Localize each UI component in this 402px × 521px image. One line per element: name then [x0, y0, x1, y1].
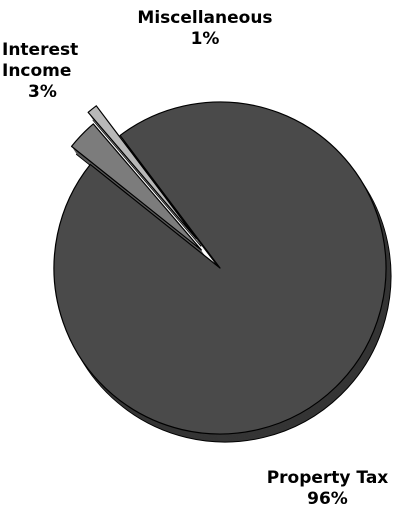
- slice-label-interest-name-line2: Income: [2, 61, 72, 81]
- pie-slice-property-tax: [53, 101, 387, 435]
- pie-slice-interest-income: [70, 123, 202, 251]
- slice-label-miscellaneous-pct: 1%: [190, 29, 220, 49]
- slice-label-miscellaneous: Miscellaneous 1%: [110, 8, 300, 50]
- pie-top-layer: [53, 101, 387, 435]
- slice-label-property-name: Property Tax: [266, 468, 389, 488]
- pie-slice-miscellaneous: [87, 105, 197, 239]
- slice-label-interest-pct: 3%: [28, 82, 57, 102]
- slice-label-interest-income: Interest Income 3%: [2, 40, 90, 103]
- slice-label-property-pct: 96%: [307, 489, 348, 509]
- slice-label-miscellaneous-name: Miscellaneous: [137, 8, 273, 28]
- slice-label-property-tax: Property Tax 96%: [255, 468, 400, 510]
- slice-label-interest-name-line1: Interest: [2, 40, 79, 60]
